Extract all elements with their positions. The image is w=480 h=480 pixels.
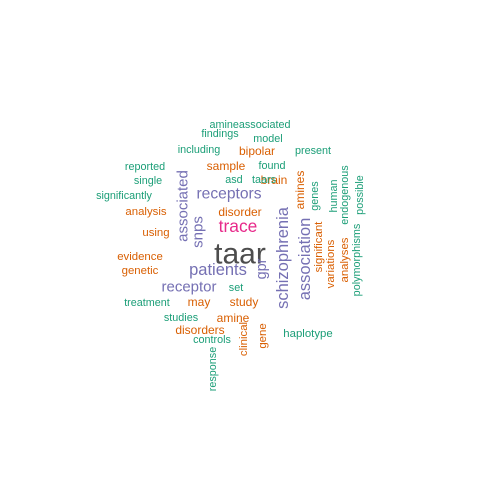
word-set: set xyxy=(229,282,243,294)
word-including: including xyxy=(178,144,221,156)
word-clinical: clinical xyxy=(238,322,250,356)
word-found: found xyxy=(258,160,285,172)
word-present: present xyxy=(295,145,331,157)
word-taar: taar xyxy=(214,238,266,271)
word-endogenous: endogenous xyxy=(339,165,351,225)
word-receptor: receptor xyxy=(161,279,216,296)
word-single: single xyxy=(134,175,162,187)
word-haplotype: haplotype xyxy=(283,328,332,340)
word-significantly: significantly xyxy=(96,190,152,202)
word-receptors: receptors xyxy=(196,186,261,203)
word-human: human xyxy=(328,179,340,212)
word-may: may xyxy=(188,295,211,309)
word-disorders: disorders xyxy=(175,323,224,337)
word-bipolar: bipolar xyxy=(239,144,275,158)
word-analyses: analyses xyxy=(339,237,351,282)
word-polymorphisms: polymorphisms xyxy=(351,223,363,296)
word-snps: snps xyxy=(190,216,207,248)
word-amines: amines xyxy=(293,171,307,210)
word-significant: significant xyxy=(313,221,325,272)
word-model: model xyxy=(253,133,282,145)
word-controls: controls xyxy=(193,334,231,346)
word-treatment: treatment xyxy=(124,297,170,309)
word-taars: taars xyxy=(252,174,277,186)
word-brain: brain xyxy=(261,173,288,187)
word-associated: associated xyxy=(175,170,192,242)
word-findings: findings xyxy=(201,128,239,140)
word-patients: patients xyxy=(189,261,247,279)
word-using: using xyxy=(142,227,169,239)
word-genetic: genetic xyxy=(122,265,159,277)
word-genes: genes xyxy=(309,181,321,211)
word-reported: reported xyxy=(125,161,165,173)
word-studies: studies xyxy=(164,312,199,324)
word-sample: sample xyxy=(207,159,246,173)
word-evidence: evidence xyxy=(117,251,163,263)
word-gene: gene xyxy=(257,323,269,348)
word-asd: asd xyxy=(225,174,242,186)
word-response: response xyxy=(207,347,219,391)
word-association: association xyxy=(296,218,314,301)
word-analysis: analysis xyxy=(125,206,166,218)
word-study: study xyxy=(230,295,259,309)
word-amine: amine xyxy=(217,311,250,325)
word-schizophrenia: schizophrenia xyxy=(274,206,292,309)
word-gpr: gpr xyxy=(254,258,270,279)
word-disorder: disorder xyxy=(218,205,261,219)
word-possible: possible xyxy=(354,175,366,215)
word-amineassociated: amineassociated xyxy=(209,119,290,131)
word-variations: variations xyxy=(325,239,337,288)
word-trace: trace xyxy=(219,216,258,236)
